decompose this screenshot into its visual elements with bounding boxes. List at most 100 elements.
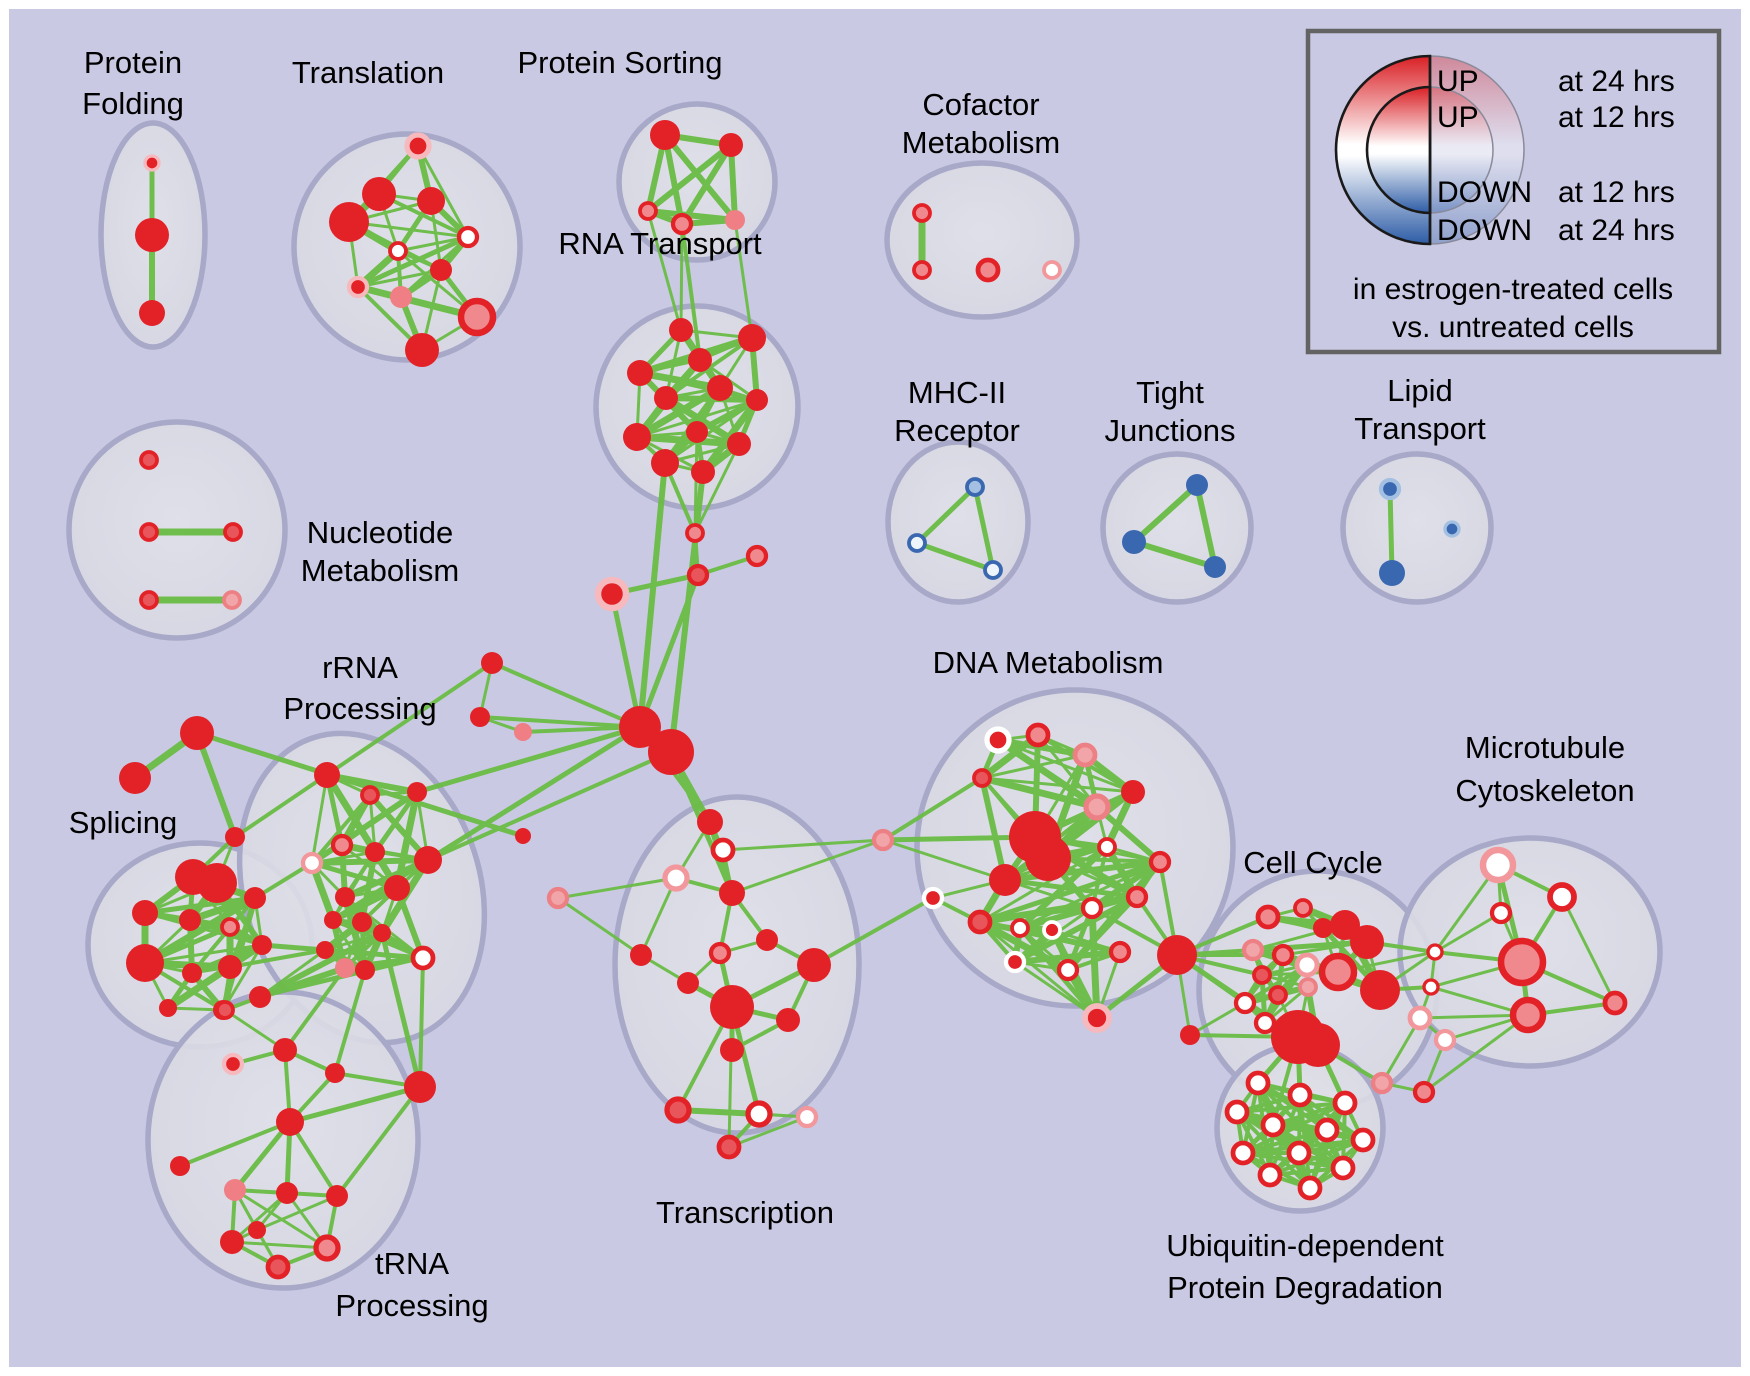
gene-node-ubiquitin-degradation [1260, 1112, 1286, 1138]
gene-node-connector [481, 652, 503, 674]
edge-microtubule-cytoskeleton [1560, 895, 1617, 1005]
gene-node-dna-metabolism [1025, 835, 1071, 881]
gene-node-rna-transport [691, 460, 715, 484]
gene-node-dna-metabolism [1072, 742, 1098, 768]
gene-node-rrna-processing [352, 912, 372, 932]
edge-connector [556, 876, 678, 900]
edge-splicing [221, 943, 264, 1012]
edge-splicing [141, 894, 259, 967]
edge-protein-sorting [679, 142, 734, 227]
gene-node-tight-junctions [1122, 530, 1146, 554]
gene-node-dna-metabolism [984, 726, 1012, 754]
edge-connector [679, 222, 684, 332]
edge-microtubule-cytoskeleton [1433, 911, 1503, 954]
edge-tight-junctions [1194, 482, 1218, 570]
edge-connector [1380, 1016, 1422, 1085]
cluster-label-mhc-ii-receptor: MHC-II [908, 375, 1006, 410]
cluster-label-translation: Translation [292, 55, 444, 90]
edge-connector [425, 724, 643, 863]
gene-node-ubiquitin-degradation [1330, 1155, 1356, 1181]
gene-node-cell-cycle [1318, 952, 1358, 992]
gene-node-rrna-processing [384, 875, 410, 901]
edge-trna-processing [230, 1240, 329, 1250]
gene-node-dna-metabolism [1108, 940, 1132, 964]
edge-connector [418, 956, 425, 1089]
gene-node-translation [388, 241, 408, 261]
edge-connector [259, 942, 328, 953]
gene-node-connector [1180, 1025, 1200, 1045]
legend-time-label: at 12 hrs [1558, 101, 1675, 134]
gene-node-transcription [797, 948, 831, 982]
gene-node-trna-processing [325, 1063, 345, 1083]
legend-direction-label: DOWN [1437, 214, 1532, 247]
cluster-label-rrna-processing: Processing [283, 691, 436, 726]
gene-node-dna-metabolism [1125, 885, 1149, 909]
gene-node-splicing [132, 900, 158, 926]
edge-dna-metabolism [977, 859, 1163, 925]
cluster-label-splicing: Splicing [69, 805, 178, 840]
gene-node-protein-sorting [650, 120, 680, 150]
gene-node-splicing [220, 917, 240, 937]
edge-dna-metabolism [978, 774, 1101, 811]
gene-node-transcription [756, 929, 778, 951]
gene-node-translation [329, 202, 369, 242]
gene-node-rrna-processing [355, 960, 375, 980]
gene-node-connector [648, 729, 694, 775]
edge-connector [478, 715, 642, 729]
gene-node-connector [515, 828, 531, 844]
gene-node-dna-metabolism [1056, 958, 1080, 982]
gene-node-trna-processing [276, 1108, 304, 1136]
gene-node-microtubule-cytoskeleton [1547, 882, 1577, 912]
edge-connector [333, 968, 367, 1075]
edge-protein-sorting [645, 142, 734, 214]
gene-node-rna-transport [627, 360, 653, 386]
gene-node-connector [686, 563, 710, 587]
edge-rrna-processing [367, 792, 431, 863]
edge-connector [490, 661, 642, 729]
gene-node-translation [404, 132, 432, 160]
gene-node-translation [362, 177, 396, 211]
gene-node-transcription [720, 1038, 744, 1062]
edge-splicing [142, 895, 258, 916]
gene-node-ubiquitin-degradation [1287, 1082, 1313, 1108]
edge-trna-processing [230, 1191, 289, 1244]
gene-node-translation [456, 225, 480, 249]
gene-node-connector [1157, 935, 1197, 975]
edge-rna-transport [663, 398, 759, 465]
edge-connector [228, 948, 327, 969]
edge-dna-metabolism [1013, 960, 1099, 1020]
gene-node-rrna-processing [249, 986, 271, 1008]
gene-node-splicing [197, 863, 237, 903]
gene-node-rrna-processing [407, 782, 427, 802]
legend-note: vs. untreated cells [1392, 311, 1634, 344]
gene-node-splicing-triangle [225, 827, 245, 847]
gene-node-cell-cycle [1255, 904, 1281, 930]
edge-ubiquitin-degradation [1241, 1128, 1329, 1155]
gene-node-transcription [795, 1105, 819, 1129]
cluster-label-protein-folding: Protein [84, 45, 182, 80]
gene-node-rna-transport [654, 386, 678, 410]
gene-node-cell-cycle [1313, 918, 1333, 938]
legend-box [1305, 28, 1722, 355]
gene-node-nucleotide-metabolism [223, 522, 243, 542]
edge-dna-metabolism [976, 918, 1072, 974]
gene-node-transcription [697, 809, 723, 835]
edge-rrna-processing [341, 893, 369, 974]
edge-dna-metabolism [1036, 733, 1099, 809]
gene-node-rrna-processing [335, 958, 355, 978]
gene-node-ubiquitin-degradation [1297, 1175, 1323, 1201]
gene-node-ubiquitin-degradation [1257, 1162, 1283, 1188]
gene-node-connector [745, 544, 769, 568]
gene-node-trna-processing [265, 1254, 291, 1280]
gene-node-dna-metabolism [1082, 1003, 1112, 1033]
cluster-label-ubiquitin-degradation: Ubiquitin-dependent [1166, 1228, 1444, 1263]
edge-trna-processing [287, 1084, 423, 1125]
gene-node-splicing [179, 909, 201, 931]
gene-node-dna-metabolism [1148, 850, 1172, 874]
gene-node-dna-metabolism [1003, 950, 1027, 974]
gene-node-transcription [710, 985, 754, 1029]
cluster-label-lipid-transport: Lipid [1387, 373, 1453, 408]
edge-protein-sorting [728, 142, 738, 223]
gene-node-translation [346, 275, 370, 299]
gene-node-connector [470, 707, 490, 727]
